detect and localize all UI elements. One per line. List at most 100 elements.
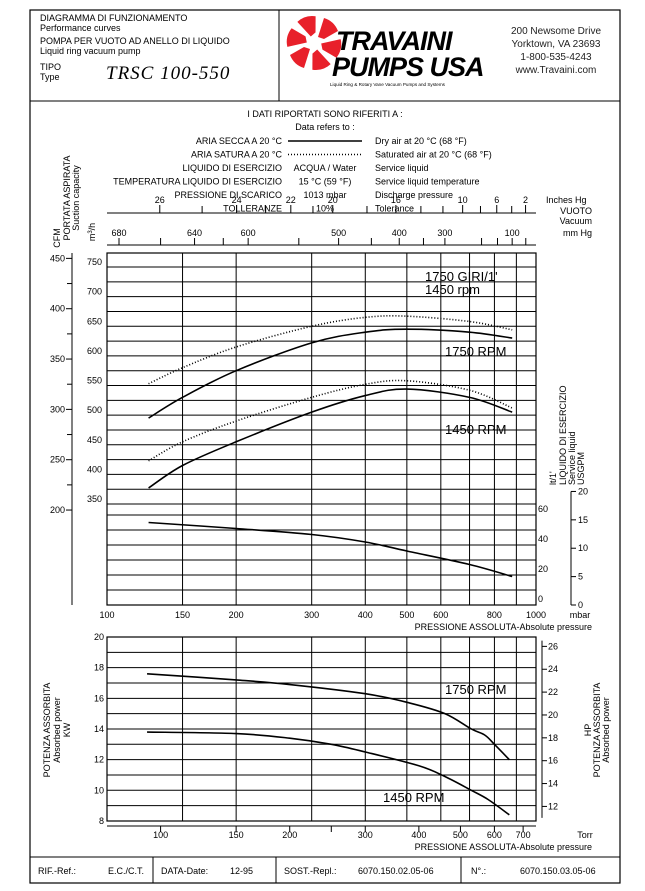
condition-label-en: Discharge pressure — [375, 190, 453, 200]
condition-label-en: Dry air at 20 °C (68 °F) — [375, 136, 467, 146]
torr-tick-label: 400 — [411, 830, 426, 840]
condition-label-en: Service liquid temperature — [375, 177, 480, 187]
sheet-border — [29, 9, 621, 884]
conditions-heading-en: Data refers to : — [295, 122, 355, 132]
usgpm-axis-title: USGPM — [576, 452, 586, 485]
power-chart: 8 10 12 14 16 18 20 12 14 16 18 20 22 24 26 100 150 200 30… — [42, 632, 611, 852]
kw-tick-label: 8 — [99, 816, 104, 826]
mmhg-tick-label: 400 — [392, 228, 407, 238]
number-label: N°.: — [471, 866, 486, 876]
mmhg-tick-label: 100 — [505, 228, 520, 238]
kw-tick-label: 20 — [94, 632, 104, 642]
ref-value: E.C./C.T. — [108, 866, 144, 876]
series-2-dry-air-curve — [148, 388, 513, 489]
y-unit-tail: /h — [87, 223, 97, 231]
vacuum-title-en: Vacuum — [560, 216, 592, 226]
hp-tick-label: 16 — [548, 756, 558, 766]
inhg-tick-label: 22 — [286, 195, 296, 205]
y-tick-label: 450 — [87, 435, 102, 445]
usgpm-tick-label: 15 — [578, 515, 588, 525]
y-axis-title-en: Suction capacity — [71, 165, 81, 231]
logo-blade — [312, 49, 331, 71]
test-conditions: I DATI RIPORTATI SONO RIFERITI A : Data … — [113, 109, 492, 214]
cfm-tick-label: 400 — [50, 304, 65, 314]
x-tick-label: 800 — [487, 610, 502, 620]
condition-label-it: TOLLERANZE — [223, 204, 282, 214]
curve-annotation: 1450 RPM — [383, 790, 444, 805]
condition-label-it: ARIA SATURA A 20 °C — [191, 150, 282, 160]
hp-tick-label: 20 — [548, 710, 558, 720]
y-tick-label: 500 — [87, 405, 102, 415]
y-tick-label: 350 — [87, 494, 102, 504]
torr-tick-label: 600 — [487, 830, 502, 840]
address-line2: Yorktown, VA 23693 — [512, 39, 601, 50]
power-axis-title-en: Absorbed power — [52, 697, 62, 763]
type-label-en: Type — [40, 72, 60, 82]
replaces-value: 6070.150.02.05-06 — [358, 866, 434, 876]
cfm-axis-title: CFM — [52, 228, 62, 248]
inhg-tick-label: 26 — [155, 195, 165, 205]
y-tick-label: 550 — [87, 376, 102, 386]
y-tick-label: 600 — [87, 346, 102, 356]
x-unit-label: Torr — [577, 830, 593, 840]
curve-annotation: 1750 GIRI/1' — [425, 269, 498, 284]
brand-line2: PUMPS USA — [332, 52, 484, 82]
liquid-unit-label: lt/1' — [548, 471, 558, 485]
y-tick-label: 650 — [87, 316, 102, 326]
x-tick-label: 500 — [399, 610, 414, 620]
inhg-axis-title: Inches Hg — [546, 195, 587, 205]
condition-label-it: LIQUIDO DI ESERCIZIO — [182, 163, 282, 173]
logo-blade — [318, 18, 338, 39]
torr-tick-label: 100 — [153, 830, 168, 840]
liquid-tick-label: 40 — [538, 534, 548, 544]
x-axis-title: PRESSIONE ASSOLUTA-Absolute pressure — [415, 842, 592, 852]
series-1-saturated-air-curve — [148, 315, 513, 385]
kw-tick-label: 16 — [94, 693, 104, 703]
kw-tick-label: 10 — [94, 785, 104, 795]
condition-label-it: PRESSIONE DI SCARICO — [174, 190, 282, 200]
condition-value: 10% — [316, 204, 334, 214]
x-tick-label: 400 — [358, 610, 373, 620]
date-value: 12-95 — [230, 866, 253, 876]
power-axis-title-it: POTENZA ASSORBITA — [42, 683, 52, 778]
kw-tick-label: 18 — [94, 663, 104, 673]
swirl-logo-icon — [286, 15, 342, 71]
inhg-tick-label: 2 — [523, 195, 528, 205]
condition-value: ACQUA / Water — [294, 163, 357, 173]
title-it: DIAGRAMMA DI FUNZIONAMENTO — [40, 13, 187, 23]
type-label-it: TIPO — [40, 62, 61, 72]
replaces-label: SOST.-Repl.: — [284, 866, 337, 876]
inhg-tick-label: 16 — [391, 195, 401, 205]
cfm-tick-label: 250 — [50, 455, 65, 465]
mmhg-tick-label: 500 — [331, 228, 346, 238]
logo-blade — [290, 47, 310, 68]
usgpm-tick-label: 10 — [578, 543, 588, 553]
address-line1: 200 Newsome Drive — [511, 26, 601, 37]
hp-tick-label: 24 — [548, 664, 558, 674]
hp-tick-label: 22 — [548, 687, 558, 697]
x-tick-label: 1000 — [526, 610, 546, 620]
header-block: DIAGRAMMA DI FUNZIONAMENTO Performance c… — [40, 13, 230, 84]
conditions-heading-it: I DATI RIPORTATI SONO RIFERITI A : — [247, 109, 402, 119]
x-axis-title: PRESSIONE ASSOLUTA-Absolute pressure — [415, 622, 592, 632]
logo-blade — [297, 15, 316, 37]
series-0-dry-air-curve — [148, 328, 513, 419]
kw-tick-label: 14 — [94, 724, 104, 734]
power-series-1450-rpm-curve — [147, 731, 510, 816]
y-axis-title-it: PORTATA ASPIRATA — [62, 155, 72, 240]
torr-tick-label: 500 — [453, 830, 468, 840]
model-name: TRSC 100-550 — [106, 63, 230, 84]
hp-axis-title-en: Absorbed power — [601, 697, 611, 763]
liquid-axis-title-it: LIQUIDO DI ESERCIZIO — [558, 385, 568, 485]
series-4-service-liquid-curve — [148, 521, 513, 578]
hp-axis-title-it: POTENZA ASSORBITA — [592, 683, 602, 778]
mmhg-tick-label: 600 — [241, 228, 256, 238]
website: www.Travaini.com — [515, 65, 597, 76]
hp-tick-label: 26 — [548, 641, 558, 651]
torr-tick-label: 700 — [516, 830, 531, 840]
cfm-tick-label: 350 — [50, 354, 65, 364]
liquid-axis-title-en: Service liquid — [567, 431, 577, 485]
y-tick-label: 700 — [87, 287, 102, 297]
condition-label-en: Tolerance — [375, 204, 414, 214]
